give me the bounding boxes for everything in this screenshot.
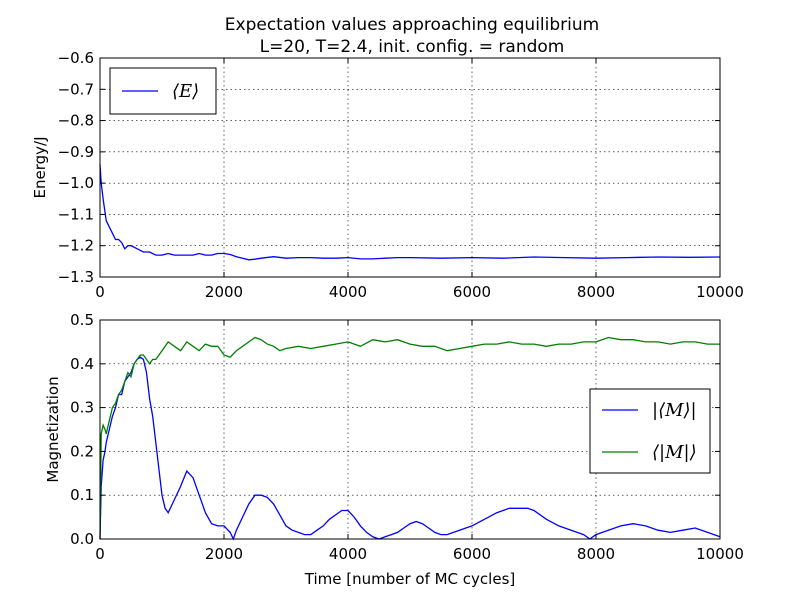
energy-ytick-label: −0.6 xyxy=(58,49,94,67)
magnetization-ytick-label: 0.1 xyxy=(70,486,94,504)
energy-ytick-label: −0.8 xyxy=(58,112,94,130)
magnetization-ytick-label: 0.5 xyxy=(70,311,94,329)
energy-ytick-label: −1.1 xyxy=(58,205,94,223)
energy-series-line-0 xyxy=(99,164,721,261)
magnetization-ylabel: Magnetization xyxy=(44,376,62,482)
energy-xtick-label: 4000 xyxy=(329,283,367,301)
magnetization-ytick-label: 0.2 xyxy=(70,442,94,460)
energy-ytick-label: −1.0 xyxy=(58,174,94,192)
energy-xtick-label: 10000 xyxy=(696,283,744,301)
energy-legend: ⟨E⟩ xyxy=(109,67,217,115)
energy-ylabel: Energy/J xyxy=(31,137,49,199)
energy-ytick-label: −0.7 xyxy=(58,80,94,98)
magnetization-xtick-label: 8000 xyxy=(577,545,615,563)
magnetization-legend-label-1: ⟨|M|⟩ xyxy=(652,442,697,463)
energy-xtick-label: 6000 xyxy=(453,283,491,301)
magnetization-xtick-label: 4000 xyxy=(329,545,367,563)
energy-axes: 0 2000 4000 6000 8000 10000 −1.3 −1.2 −1.1 −1.0 −0… xyxy=(31,49,744,301)
magnetization-xtick-label: 0 xyxy=(95,545,105,563)
magnetization-axes: 0 2000 4000 6000 8000 10000 0.0 0.1 0.2 0.3 0.4 0.5… xyxy=(44,311,744,588)
magnetization-xtick-label: 10000 xyxy=(696,545,744,563)
energy-xtick-label: 2000 xyxy=(205,283,243,301)
magnetization-legend-label-0: |⟨M⟩| xyxy=(652,400,697,421)
energy-ytick-label: −1.3 xyxy=(58,268,94,286)
energy-legend-label-0: ⟨E⟩ xyxy=(172,81,199,102)
energy-ytick-label: −0.9 xyxy=(58,143,94,161)
magnetization-axes-frame xyxy=(99,319,721,540)
magnetization-ytick-label: 0.3 xyxy=(70,399,94,417)
magnetization-xlabel: Time [number of MC cycles] xyxy=(304,570,515,588)
magnetization-xtick-label: 6000 xyxy=(453,545,491,563)
energy-axes-frame xyxy=(99,57,721,278)
magnetization-legend-box xyxy=(589,388,711,474)
figure-title-line1: Expectation values approaching equilibri… xyxy=(225,15,599,35)
energy-xtick-label: 8000 xyxy=(577,283,615,301)
magnetization-ytick-label: 0.0 xyxy=(70,530,94,548)
magnetization-ytick-label: 0.4 xyxy=(70,355,94,373)
magnetization-series-line-1 xyxy=(99,336,720,540)
figure-title-line2: L=20, T=2.4, init. config. = random xyxy=(260,37,565,57)
magnetization-legend: |⟨M⟩| ⟨|M|⟩ xyxy=(589,388,711,474)
energy-ytick-label: −1.2 xyxy=(58,237,94,255)
magnetization-xtick-label: 2000 xyxy=(205,545,243,563)
magnetization-series-line-0 xyxy=(99,356,721,541)
energy-xtick-label: 0 xyxy=(95,283,105,301)
